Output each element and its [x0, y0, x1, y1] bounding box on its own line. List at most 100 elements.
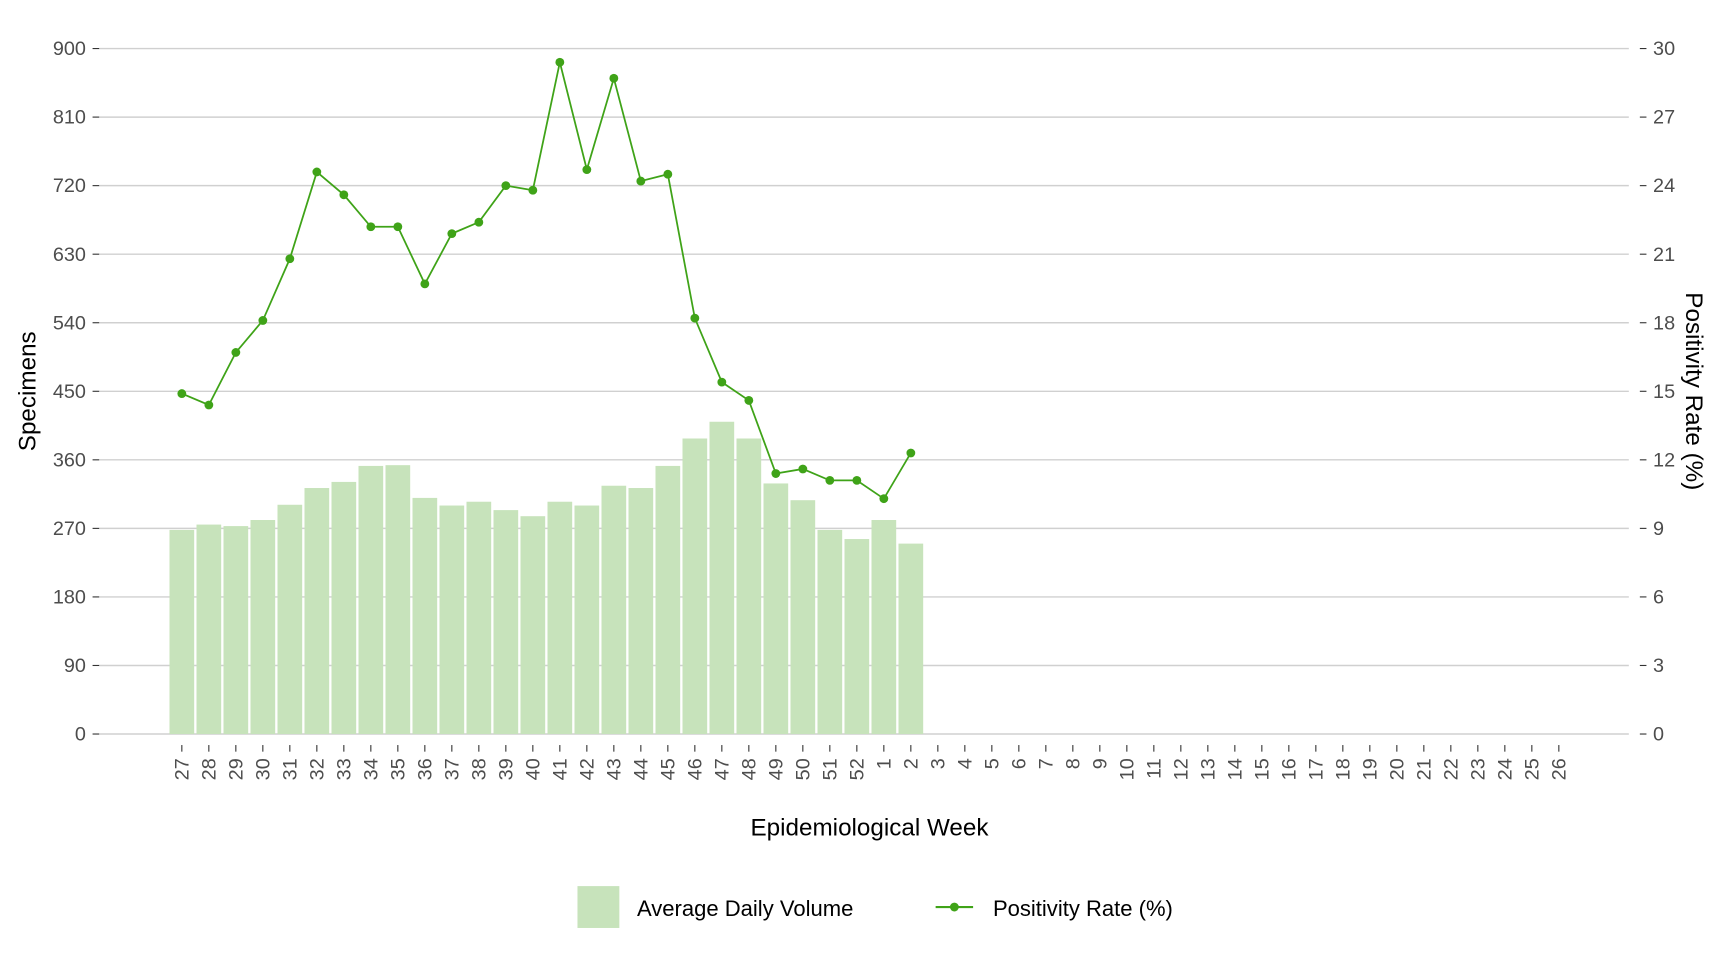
- y2-tick-label: 0: [1653, 724, 1664, 746]
- line-series: [177, 57, 916, 504]
- x-tick-label: 38: [468, 758, 490, 780]
- x-tick-label: 52: [846, 758, 868, 780]
- y-tick-label: 720: [53, 175, 86, 197]
- x-tick-label: 7: [1035, 758, 1057, 769]
- legend-swatch-bar: [577, 886, 620, 928]
- x-tick-label: 8: [1062, 758, 1084, 769]
- data-point: [312, 167, 322, 177]
- bar: [790, 500, 816, 735]
- y2-tick-label: 6: [1653, 587, 1664, 609]
- y-tick-label: 450: [53, 381, 86, 403]
- bar: [196, 524, 222, 735]
- data-point: [852, 475, 862, 485]
- x-tick-label: 23: [1467, 758, 1489, 780]
- bar: [574, 505, 600, 735]
- x-tick-label: 37: [441, 758, 463, 780]
- x-tick-label: 19: [1359, 758, 1381, 780]
- x-tick-label: 16: [1278, 758, 1300, 780]
- y2-tick-label: 24: [1653, 175, 1675, 197]
- data-point: [177, 389, 187, 398]
- data-point: [609, 73, 619, 83]
- x-tick-label: 22: [1440, 758, 1462, 780]
- data-point: [663, 169, 673, 179]
- x-tick-label: 44: [630, 758, 652, 780]
- x-tick-label: 41: [549, 758, 571, 780]
- data-point: [906, 448, 916, 458]
- x-tick-label: 3: [927, 758, 949, 769]
- y2-tick-label: 21: [1653, 244, 1675, 266]
- bar: [493, 510, 519, 735]
- y2-tick-label: 30: [1653, 38, 1675, 60]
- x-tick-label: 32: [306, 758, 328, 780]
- x-tick-label: 4: [954, 758, 976, 769]
- data-point: [717, 377, 727, 387]
- y2-tick-label: 18: [1653, 312, 1675, 334]
- legend-label-bar: Average Daily Volume: [637, 896, 853, 921]
- data-point: [339, 190, 349, 200]
- x-tick-label: 45: [657, 758, 679, 780]
- bar: [466, 501, 492, 735]
- x-tick-label: 29: [225, 758, 247, 780]
- bar-series: [169, 421, 924, 735]
- x-tick-label: 47: [711, 758, 733, 780]
- data-point: [636, 176, 646, 186]
- data-point: [258, 316, 268, 325]
- x-tick-label: 21: [1413, 758, 1435, 780]
- x-tick-label: 26: [1548, 758, 1570, 780]
- bar: [601, 485, 627, 735]
- legend-swatch-point: [949, 902, 959, 912]
- data-point: [474, 217, 484, 227]
- x-tick-label: 1: [873, 758, 895, 769]
- x-tick-label: 12: [1170, 758, 1192, 780]
- x-tick-label: 18: [1332, 758, 1354, 780]
- x-tick-label: 43: [603, 758, 625, 780]
- x-tick-label: 42: [576, 758, 598, 780]
- x-tick-label: 34: [360, 758, 382, 780]
- legend: Average Daily Volume Positivity Rate (%): [577, 886, 1173, 928]
- bar: [223, 526, 249, 735]
- bar: [844, 539, 870, 735]
- data-point: [285, 254, 295, 264]
- data-point: [690, 313, 700, 323]
- bar: [709, 421, 735, 735]
- x-tick-label: 33: [333, 758, 355, 780]
- bar: [412, 497, 438, 735]
- x-tick-label: 24: [1494, 758, 1516, 780]
- data-point: [420, 279, 430, 289]
- y-tick-label: 900: [53, 38, 86, 60]
- x-tick-label: 17: [1305, 758, 1327, 780]
- y-tick-label: 360: [53, 449, 86, 471]
- y-tick-label: 270: [53, 518, 86, 540]
- data-point: [771, 469, 781, 478]
- x-tick-label: 13: [1197, 758, 1219, 780]
- y2-tick-label: 27: [1653, 107, 1675, 129]
- x-tick-label: 48: [738, 758, 760, 780]
- x-tick-label: 39: [495, 758, 517, 780]
- positivity-line: [181, 62, 912, 500]
- data-point: [825, 475, 835, 485]
- x-tick-label: 36: [414, 758, 436, 780]
- x-tick-label: 5: [981, 758, 1003, 769]
- x-tick-label: 40: [522, 758, 544, 780]
- x-tick-label: 49: [765, 758, 787, 780]
- bar: [331, 481, 357, 735]
- y2-tick-label: 3: [1653, 655, 1664, 677]
- x-tick-label: 10: [1116, 758, 1138, 780]
- x-tick-label: 31: [279, 758, 301, 780]
- x-axis: 27 28 29 30 31 32 33 34 35 36 37 38 39 40 41 42 43 44 45 46…: [171, 745, 1570, 780]
- bar: [277, 504, 303, 735]
- legend-label-line: Positivity Rate (%): [993, 896, 1173, 921]
- y-tick-label: 0: [75, 724, 86, 746]
- data-point: [582, 165, 592, 175]
- x-tick-label: 25: [1521, 758, 1543, 780]
- y2-tick-label: 12: [1653, 449, 1675, 471]
- x-tick-label: 15: [1251, 758, 1273, 780]
- x-axis-title: Epidemiological Week: [751, 814, 990, 841]
- x-tick-label: 9: [1089, 758, 1111, 769]
- data-point: [231, 348, 241, 357]
- y-tick-label: 90: [64, 655, 86, 677]
- data-point: [447, 229, 457, 239]
- x-tick-label: 50: [792, 758, 814, 780]
- data-point: [879, 494, 889, 504]
